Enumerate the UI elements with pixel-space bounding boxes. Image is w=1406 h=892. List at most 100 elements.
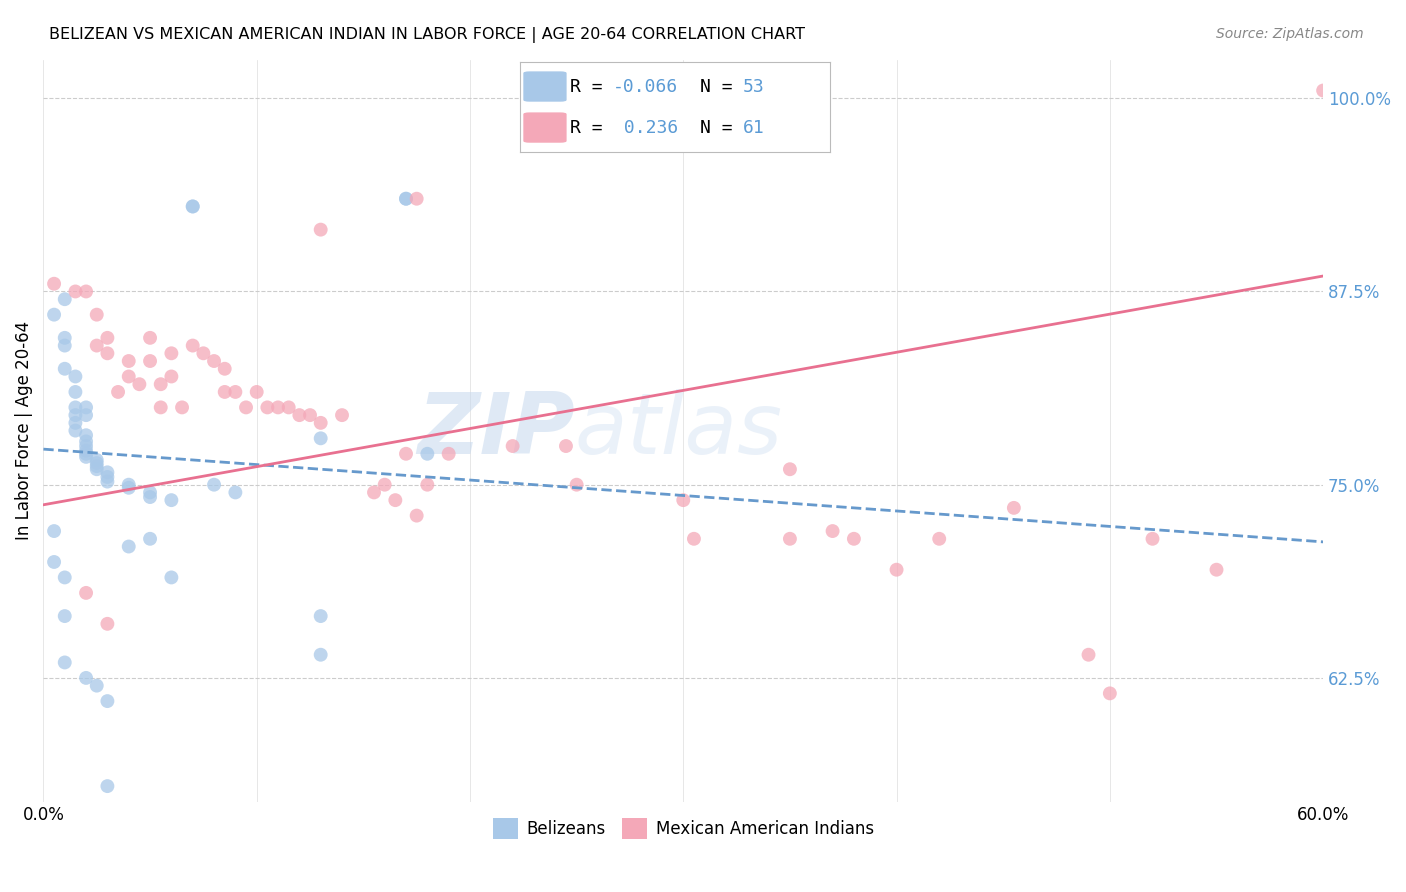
Point	[405, 192, 427, 206]
Point	[1312, 83, 1334, 97]
Point	[214, 361, 236, 376]
Point	[405, 508, 427, 523]
Point	[214, 384, 236, 399]
Point	[309, 609, 332, 624]
Point	[118, 540, 141, 554]
Text: 0.236: 0.236	[613, 119, 678, 136]
Point	[363, 485, 385, 500]
Point	[75, 671, 97, 685]
Point	[86, 338, 108, 352]
Point	[75, 450, 97, 464]
Point	[160, 346, 183, 360]
Point	[86, 453, 108, 467]
Point	[683, 532, 706, 546]
Text: -0.066: -0.066	[613, 78, 678, 95]
Point	[672, 493, 695, 508]
Point	[1205, 563, 1227, 577]
Point	[86, 456, 108, 470]
Point	[374, 477, 396, 491]
Point	[181, 199, 204, 213]
Point	[139, 490, 162, 504]
Point	[224, 485, 246, 500]
Point	[181, 199, 204, 213]
Point	[96, 616, 118, 631]
FancyBboxPatch shape	[523, 112, 567, 143]
Text: atlas: atlas	[575, 389, 783, 472]
Point	[65, 408, 87, 422]
Text: BELIZEAN VS MEXICAN AMERICAN INDIAN IN LABOR FORCE | AGE 20-64 CORRELATION CHART: BELIZEAN VS MEXICAN AMERICAN INDIAN IN L…	[49, 27, 806, 43]
Point	[86, 459, 108, 474]
Text: Source: ZipAtlas.com: Source: ZipAtlas.com	[1216, 27, 1364, 41]
Point	[256, 401, 278, 415]
Point	[42, 277, 65, 291]
Point	[395, 447, 418, 461]
Point	[193, 346, 215, 360]
Point	[96, 475, 118, 489]
Point	[139, 532, 162, 546]
Point	[65, 369, 87, 384]
Point	[96, 346, 118, 360]
Point	[65, 416, 87, 430]
Point	[170, 401, 193, 415]
Point	[139, 485, 162, 500]
Point	[202, 477, 225, 491]
Point	[928, 532, 950, 546]
Point	[53, 361, 76, 376]
Point	[75, 439, 97, 453]
Point	[416, 447, 439, 461]
Text: N =: N =	[700, 119, 744, 136]
Point	[555, 439, 578, 453]
Point	[75, 285, 97, 299]
Point	[149, 401, 172, 415]
Point	[416, 477, 439, 491]
Point	[86, 462, 108, 476]
Point	[779, 462, 801, 476]
Point	[842, 532, 865, 546]
Text: ZIP: ZIP	[416, 389, 575, 472]
Point	[42, 555, 65, 569]
Point	[53, 656, 76, 670]
Text: N =: N =	[700, 78, 744, 95]
Point	[75, 408, 97, 422]
Point	[75, 401, 97, 415]
Point	[118, 481, 141, 495]
Legend: Belizeans, Mexican American Indians: Belizeans, Mexican American Indians	[486, 812, 880, 846]
Point	[202, 354, 225, 368]
FancyBboxPatch shape	[523, 71, 567, 102]
Y-axis label: In Labor Force | Age 20-64: In Labor Force | Age 20-64	[15, 321, 32, 541]
Point	[235, 401, 257, 415]
Point	[224, 384, 246, 399]
Point	[96, 470, 118, 484]
Point	[65, 384, 87, 399]
Point	[246, 384, 269, 399]
Point	[160, 493, 183, 508]
Point	[96, 466, 118, 480]
Point	[886, 563, 908, 577]
Point	[75, 434, 97, 449]
Point	[42, 308, 65, 322]
Point	[330, 408, 353, 422]
Point	[75, 447, 97, 461]
Point	[42, 524, 65, 538]
Point	[139, 354, 162, 368]
Text: 61: 61	[742, 119, 765, 136]
Point	[181, 338, 204, 352]
Point	[139, 331, 162, 345]
Point	[309, 416, 332, 430]
Point	[267, 401, 290, 415]
Point	[160, 369, 183, 384]
Point	[309, 222, 332, 236]
Point	[107, 384, 129, 399]
Point	[1002, 500, 1025, 515]
Point	[565, 477, 588, 491]
Point	[149, 377, 172, 392]
Point	[53, 570, 76, 584]
Point	[779, 532, 801, 546]
Point	[53, 331, 76, 345]
Point	[299, 408, 322, 422]
Point	[96, 694, 118, 708]
Point	[502, 439, 524, 453]
Point	[118, 354, 141, 368]
Point	[75, 443, 97, 458]
Point	[309, 431, 332, 445]
